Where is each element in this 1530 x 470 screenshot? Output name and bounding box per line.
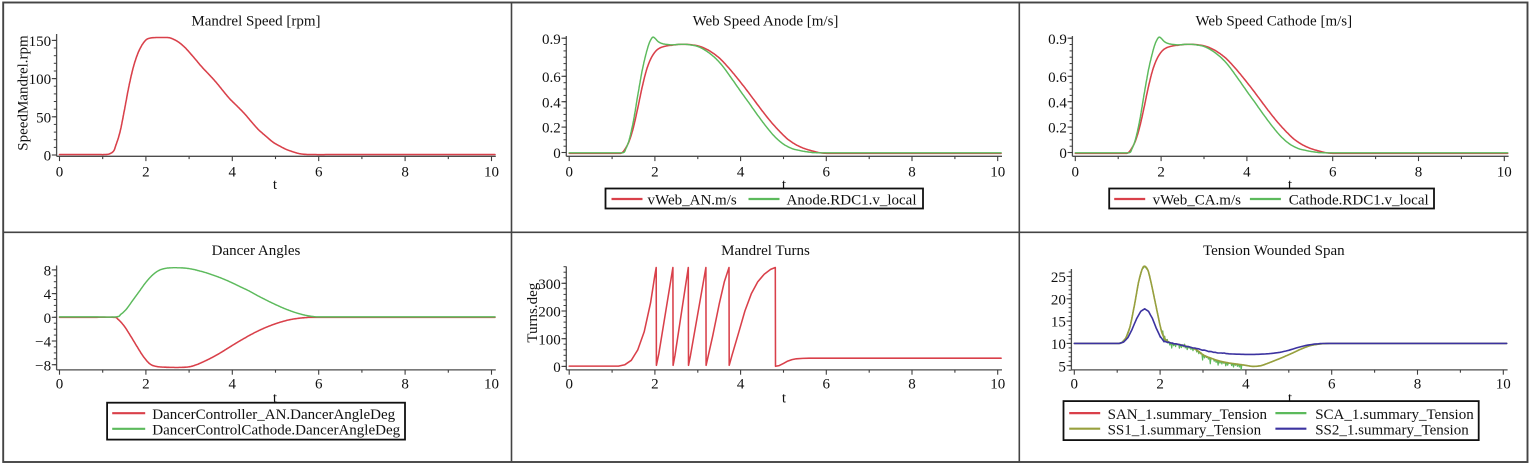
svg-text:0: 0 <box>44 311 52 327</box>
svg-text:Turns.deg: Turns.deg <box>525 282 541 342</box>
svg-text:2: 2 <box>142 164 150 180</box>
svg-text:0.4: 0.4 <box>1048 95 1067 111</box>
svg-text:4: 4 <box>737 377 745 393</box>
svg-text:t: t <box>273 391 278 407</box>
svg-text:8: 8 <box>1415 164 1423 180</box>
svg-text:6: 6 <box>823 377 831 393</box>
svg-text:t: t <box>782 391 787 407</box>
svg-text:Tension Wounded Span: Tension Wounded Span <box>1203 243 1345 259</box>
svg-text:8: 8 <box>401 164 409 180</box>
svg-text:0.4: 0.4 <box>542 95 561 111</box>
svg-text:t: t <box>782 177 787 193</box>
svg-text:10: 10 <box>1496 377 1511 393</box>
svg-text:4: 4 <box>44 287 52 303</box>
svg-text:Anode.RDC1.v_local: Anode.RDC1.v_local <box>787 193 917 209</box>
svg-text:0: 0 <box>56 164 64 180</box>
svg-text:150: 150 <box>29 34 52 50</box>
svg-text:0: 0 <box>565 164 573 180</box>
svg-text:8: 8 <box>44 264 52 280</box>
svg-text:0: 0 <box>1071 377 1079 393</box>
svg-text:6: 6 <box>1328 377 1336 393</box>
svg-text:SS1_1.summary_Tension: SS1_1.summary_Tension <box>1108 423 1262 439</box>
svg-text:Web Speed Cathode [m/s]: Web Speed Cathode [m/s] <box>1195 14 1352 30</box>
svg-text:20: 20 <box>1051 292 1066 308</box>
svg-text:0: 0 <box>44 149 52 165</box>
svg-text:SCA_1.summary_Tension: SCA_1.summary_Tension <box>1315 407 1474 423</box>
svg-text:SpeedMandrel.rpm: SpeedMandrel.rpm <box>16 35 32 151</box>
svg-text:4: 4 <box>229 164 237 180</box>
svg-text:Dancer Angles: Dancer Angles <box>212 243 301 259</box>
svg-text:0: 0 <box>1059 146 1067 162</box>
svg-text:2: 2 <box>651 164 659 180</box>
svg-text:0: 0 <box>565 377 573 393</box>
svg-text:DancerController_AN.DancerAngl: DancerController_AN.DancerAngleDeg <box>152 407 395 423</box>
svg-text:SAN_1.summary_Tension: SAN_1.summary_Tension <box>1108 407 1268 423</box>
svg-text:6: 6 <box>315 164 323 180</box>
svg-text:−8: −8 <box>35 358 51 374</box>
svg-text:2: 2 <box>651 377 659 393</box>
svg-text:vWeb_CA.m/s: vWeb_CA.m/s <box>1153 193 1242 209</box>
svg-text:300: 300 <box>538 277 561 293</box>
svg-text:0.6: 0.6 <box>542 70 561 86</box>
svg-text:4: 4 <box>1242 377 1250 393</box>
svg-text:4: 4 <box>737 164 745 180</box>
svg-text:8: 8 <box>908 164 916 180</box>
svg-text:8: 8 <box>908 377 916 393</box>
svg-text:0.2: 0.2 <box>542 121 561 137</box>
svg-text:4: 4 <box>1243 164 1251 180</box>
svg-text:6: 6 <box>1329 164 1337 180</box>
svg-text:8: 8 <box>1414 377 1422 393</box>
svg-text:Web Speed Anode [m/s]: Web Speed Anode [m/s] <box>693 14 839 30</box>
svg-text:10: 10 <box>1497 164 1512 180</box>
svg-text:8: 8 <box>401 377 409 393</box>
svg-text:Cathode.RDC1.v_local: Cathode.RDC1.v_local <box>1289 193 1429 209</box>
svg-text:2: 2 <box>1156 377 1164 393</box>
svg-text:200: 200 <box>538 305 561 321</box>
svg-text:10: 10 <box>1051 337 1066 353</box>
svg-text:0.2: 0.2 <box>1048 121 1067 137</box>
svg-text:0: 0 <box>56 377 64 393</box>
svg-text:0.6: 0.6 <box>1048 70 1067 86</box>
svg-text:10: 10 <box>990 377 1005 393</box>
svg-text:5: 5 <box>1058 359 1066 375</box>
svg-text:25: 25 <box>1051 270 1066 286</box>
svg-text:−4: −4 <box>35 335 51 351</box>
svg-text:Mandrel Speed [rpm]: Mandrel Speed [rpm] <box>191 14 320 30</box>
svg-text:50: 50 <box>36 110 51 126</box>
svg-text:10: 10 <box>990 164 1005 180</box>
svg-text:0.9: 0.9 <box>1048 32 1067 48</box>
svg-text:0: 0 <box>553 146 561 162</box>
svg-text:DancerControlCathode.DancerAng: DancerControlCathode.DancerAngleDeg <box>152 423 400 439</box>
svg-text:Mandrel Turns: Mandrel Turns <box>721 243 810 259</box>
svg-text:0: 0 <box>553 360 561 376</box>
svg-text:4: 4 <box>229 377 237 393</box>
svg-text:6: 6 <box>315 377 323 393</box>
svg-text:2: 2 <box>142 377 150 393</box>
svg-text:10: 10 <box>484 164 499 180</box>
svg-text:SS2_1.summary_Tension: SS2_1.summary_Tension <box>1315 423 1469 439</box>
svg-text:0.9: 0.9 <box>542 32 561 48</box>
svg-text:0: 0 <box>1072 164 1080 180</box>
svg-text:vWeb_AN.m/s: vWeb_AN.m/s <box>648 193 737 209</box>
svg-text:100: 100 <box>29 72 52 88</box>
svg-text:15: 15 <box>1051 315 1066 331</box>
svg-text:10: 10 <box>484 377 499 393</box>
svg-text:t: t <box>1288 391 1293 407</box>
svg-text:t: t <box>1288 177 1293 193</box>
svg-text:2: 2 <box>1157 164 1165 180</box>
svg-text:t: t <box>273 177 278 193</box>
svg-text:100: 100 <box>538 332 561 348</box>
svg-text:6: 6 <box>823 164 831 180</box>
